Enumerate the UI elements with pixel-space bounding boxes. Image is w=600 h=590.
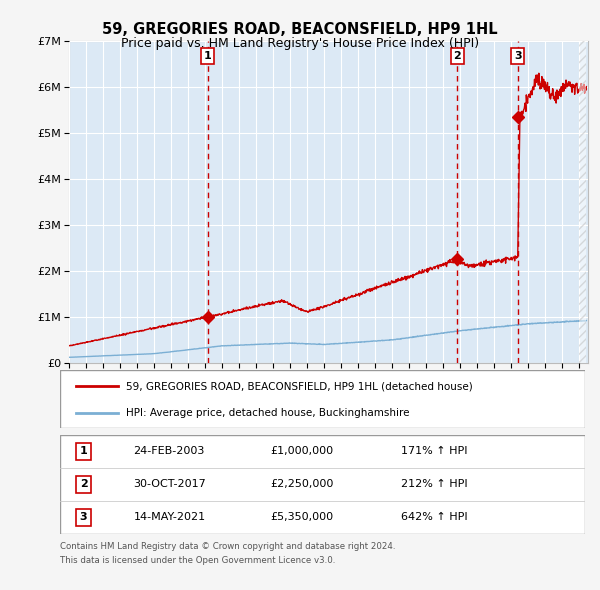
Text: Contains HM Land Registry data © Crown copyright and database right 2024.: Contains HM Land Registry data © Crown c… (60, 542, 395, 550)
Text: HPI: Average price, detached house, Buckinghamshire: HPI: Average price, detached house, Buck… (125, 408, 409, 418)
Text: 212% ↑ HPI: 212% ↑ HPI (401, 480, 468, 489)
Text: 1: 1 (203, 51, 211, 61)
Text: 3: 3 (514, 51, 521, 61)
Text: 2: 2 (80, 480, 88, 489)
Text: 642% ↑ HPI: 642% ↑ HPI (401, 513, 468, 522)
Text: 59, GREGORIES ROAD, BEACONSFIELD, HP9 1HL (detached house): 59, GREGORIES ROAD, BEACONSFIELD, HP9 1H… (125, 381, 472, 391)
Text: £1,000,000: £1,000,000 (270, 447, 333, 456)
Text: 24-FEB-2003: 24-FEB-2003 (133, 447, 205, 456)
Text: 14-MAY-2021: 14-MAY-2021 (133, 513, 206, 522)
Text: Price paid vs. HM Land Registry's House Price Index (HPI): Price paid vs. HM Land Registry's House … (121, 37, 479, 50)
Text: 1: 1 (80, 447, 88, 456)
Text: 171% ↑ HPI: 171% ↑ HPI (401, 447, 468, 456)
Text: 59, GREGORIES ROAD, BEACONSFIELD, HP9 1HL: 59, GREGORIES ROAD, BEACONSFIELD, HP9 1H… (102, 22, 498, 37)
Text: This data is licensed under the Open Government Licence v3.0.: This data is licensed under the Open Gov… (60, 556, 335, 565)
Text: 30-OCT-2017: 30-OCT-2017 (133, 480, 206, 489)
Text: £2,250,000: £2,250,000 (270, 480, 334, 489)
Text: 2: 2 (454, 51, 461, 61)
Text: £5,350,000: £5,350,000 (270, 513, 333, 522)
Text: 3: 3 (80, 513, 88, 522)
